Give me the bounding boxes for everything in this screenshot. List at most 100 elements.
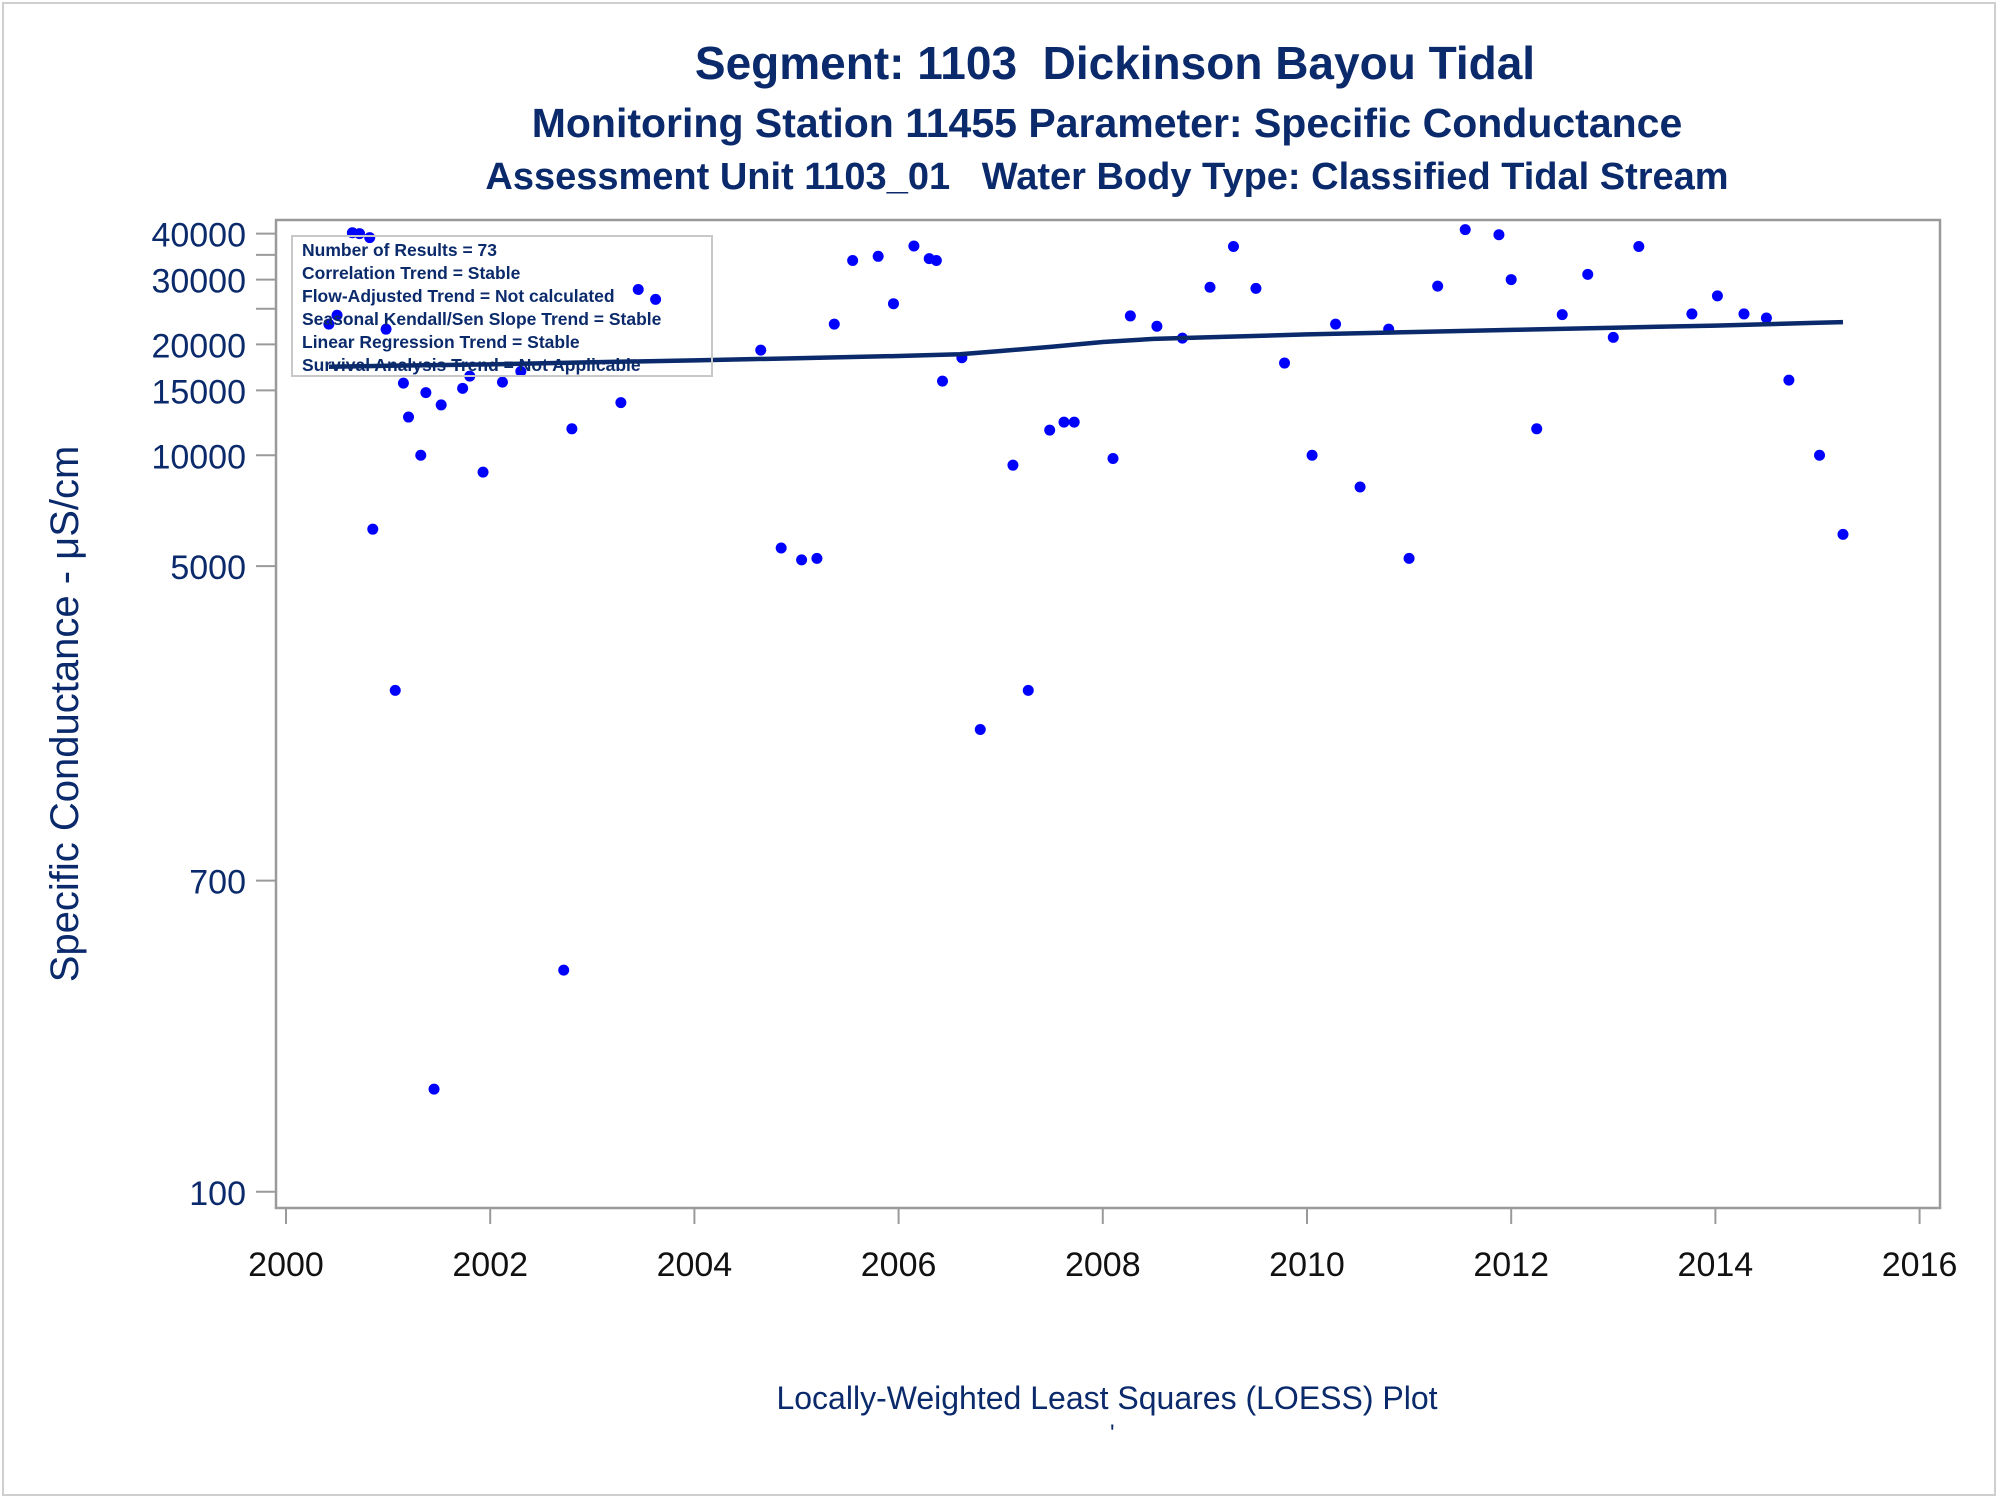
data-point: [1068, 416, 1080, 428]
data-point: [1633, 240, 1645, 252]
data-point: [1531, 423, 1543, 435]
x-tick-label: 2014: [1678, 1246, 1754, 1284]
data-point: [974, 724, 986, 736]
data-point: [420, 387, 432, 399]
data-point: [1330, 318, 1342, 330]
data-point: [354, 228, 366, 240]
data-point: [1686, 308, 1698, 320]
data-point: [558, 964, 570, 976]
legend-line: Correlation Trend = Stable: [302, 263, 521, 283]
legend-line: Seasonal Kendall/Sen Slope Trend = Stabl…: [302, 309, 662, 329]
data-point: [930, 255, 942, 267]
chart-title: Segment: 1103 Dickinson Bayou Tidal: [694, 37, 1536, 89]
data-point: [1279, 357, 1291, 369]
chart-footer: Locally-Weighted Least Squares (LOESS) P…: [776, 1380, 1438, 1416]
data-point: [1151, 320, 1163, 332]
data-point: [1306, 449, 1318, 461]
data-point: [323, 318, 335, 330]
data-point: [1227, 240, 1239, 252]
footer-mark: ': [1110, 1420, 1115, 1447]
x-tick-label: 2012: [1473, 1246, 1549, 1284]
data-point: [1505, 274, 1517, 286]
data-point: [1432, 280, 1444, 292]
legend-line: Linear Regression Trend = Stable: [302, 332, 580, 352]
data-point: [331, 309, 343, 321]
chart-subtitle: Monitoring Station 11455 Parameter: Spec…: [531, 100, 1683, 146]
data-point: [1022, 684, 1034, 696]
y-tick-label: 40000: [151, 217, 246, 255]
plot-frame: [274, 218, 1942, 1210]
legend-box: [291, 235, 713, 377]
data-point: [1493, 229, 1505, 241]
data-point: [847, 255, 859, 267]
data-point: [477, 466, 489, 478]
data-point: [811, 552, 823, 564]
data-point: [872, 250, 884, 262]
data-point: [1582, 268, 1594, 280]
data-point: [1783, 374, 1795, 386]
data-point: [1837, 528, 1849, 540]
y-tick-label: 10000: [151, 438, 246, 476]
y-tick-label: 700: [189, 864, 246, 902]
x-tick-label: 2004: [657, 1246, 733, 1284]
data-point: [515, 365, 527, 377]
data-point: [1107, 453, 1119, 465]
data-point: [1711, 290, 1723, 302]
data-point: [936, 375, 948, 387]
y-tick-label: 30000: [151, 263, 246, 301]
chart-subtitle-2: Assessment Unit 1103_01 Water Body Type:…: [485, 156, 1729, 198]
data-point: [1058, 416, 1070, 428]
legend-line: Number of Results = 73: [302, 240, 497, 260]
data-point: [403, 411, 415, 423]
data-point: [632, 283, 644, 295]
data-point: [1607, 331, 1619, 343]
x-tick-label: 2016: [1882, 1246, 1958, 1284]
data-point: [1814, 449, 1826, 461]
data-point: [1459, 224, 1471, 236]
data-point: [1204, 281, 1216, 293]
y-tick-label: 100: [189, 1175, 246, 1213]
y-tick-label: 5000: [170, 549, 246, 587]
data-point: [367, 523, 379, 535]
data-point: [1556, 309, 1568, 321]
data-point: [380, 323, 392, 335]
data-point: [1760, 312, 1772, 324]
data-point: [887, 298, 899, 310]
data-point: [389, 684, 401, 696]
data-point: [364, 232, 376, 244]
data-point: [775, 542, 787, 554]
y-tick-label: 20000: [151, 327, 246, 365]
data-point: [828, 318, 840, 330]
x-tick-label: 2006: [861, 1246, 937, 1284]
data-point: [1354, 481, 1366, 493]
x-tick-label: 2008: [1065, 1246, 1141, 1284]
x-tick-label: 2010: [1269, 1246, 1345, 1284]
legend-line: Flow-Adjusted Trend = Not calculated: [302, 286, 615, 306]
data-point: [796, 554, 808, 566]
x-tick-label: 2002: [452, 1246, 528, 1284]
data-point: [650, 293, 662, 305]
legend-line: Survival Analysis Trend = Not Applicable: [302, 355, 641, 375]
data-point: [566, 423, 578, 435]
data-point: [615, 397, 627, 409]
y-tick-label: 15000: [151, 373, 246, 411]
data-point: [1250, 282, 1262, 294]
data-point: [755, 344, 767, 356]
x-tick-label: 2000: [248, 1246, 324, 1284]
data-point: [496, 376, 508, 388]
data-point: [457, 382, 469, 394]
data-point: [1403, 552, 1415, 564]
y-axis-label: Specific Conductance - μS/cm: [43, 446, 87, 983]
data-point: [908, 240, 920, 252]
data-point: [435, 399, 447, 411]
data-point: [1007, 459, 1019, 471]
data-point: [397, 377, 409, 389]
data-point: [1044, 424, 1056, 436]
data-point: [1738, 308, 1750, 320]
data-point: [1124, 310, 1136, 322]
loess-line: [328, 319, 1844, 369]
data-point: [428, 1083, 440, 1095]
data-point: [415, 449, 427, 461]
